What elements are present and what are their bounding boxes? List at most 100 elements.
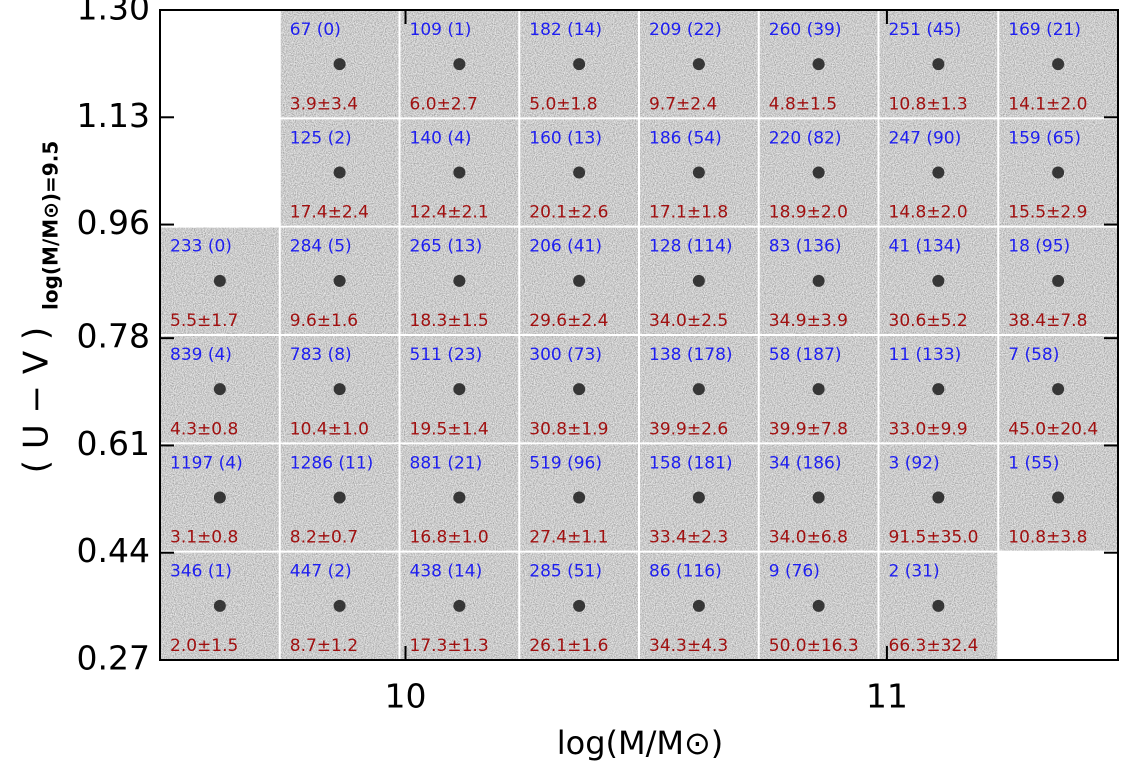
stamp-cell: 209 (22) 9.7±2.4 [639, 10, 759, 119]
count-label: 284 (5) [290, 237, 352, 257]
galaxy-blob [453, 274, 466, 287]
galaxy-blob [812, 274, 825, 287]
stamp-cell: 11 (133) 33.0±9.9 [878, 335, 999, 444]
value-label: 30.6±5.2 [889, 311, 968, 331]
count-label: 519 (96) [529, 453, 602, 473]
count-label: 160 (13) [529, 128, 602, 148]
value-label: 30.8±1.9 [529, 419, 608, 439]
value-label: 2.0±1.5 [170, 636, 238, 656]
count-label: 128 (114) [649, 237, 733, 257]
value-label: 15.5±2.9 [1008, 203, 1087, 223]
stamp-cell: 447 (2) 8.7±1.2 [279, 551, 400, 660]
stamp-cell: 346 (1) 2.0±1.5 [160, 551, 280, 660]
stamp-cell: 159 (65) 15.5±2.9 [998, 118, 1118, 227]
stamp-cell: 18 (95) 38.4±7.8 [998, 226, 1118, 335]
value-label: 12.4±2.1 [410, 203, 489, 223]
y-axis-subscript: log(M/M⊙)=9.5 [39, 141, 63, 310]
count-label: 220 (82) [769, 128, 842, 148]
count-label: 839 (4) [170, 345, 232, 365]
galaxy-blob [1052, 491, 1065, 504]
value-label: 29.6±2.4 [529, 311, 608, 331]
x-tick-label: 10 [385, 677, 427, 716]
y-tick-label: 0.27 [77, 639, 150, 678]
galaxy-blob [213, 274, 226, 287]
count-label: 109 (1) [410, 20, 472, 40]
count-label: 233 (0) [170, 237, 232, 257]
value-label: 9.7±2.4 [649, 94, 717, 114]
count-label: 58 (187) [769, 345, 842, 365]
count-label: 260 (39) [769, 20, 842, 40]
galaxy-blob [333, 58, 346, 71]
value-label: 39.9±2.6 [649, 419, 728, 439]
galaxy-blob [573, 274, 586, 287]
count-label: 285 (51) [529, 562, 602, 582]
galaxy-blob [573, 491, 586, 504]
value-label: 38.4±7.8 [1008, 311, 1087, 331]
stamp-cell: 158 (181) 33.4±2.3 [639, 443, 759, 552]
value-label: 34.3±4.3 [649, 636, 728, 656]
stamp-cell: 58 (187) 39.9±7.8 [758, 335, 879, 444]
value-label: 18.3±1.5 [410, 311, 489, 331]
galaxy-blob [213, 599, 226, 612]
stamp-cell: 86 (116) 34.3±4.3 [639, 551, 759, 660]
galaxy-blob [453, 58, 466, 71]
stamp-cell: 1286 (11) 8.2±0.7 [279, 443, 400, 552]
value-label: 8.7±1.2 [290, 636, 358, 656]
galaxy-blob [453, 166, 466, 179]
x-tick-label: 11 [866, 677, 908, 716]
galaxy-blob [812, 58, 825, 71]
value-label: 14.8±2.0 [889, 203, 968, 223]
value-label: 5.0±1.8 [529, 94, 597, 114]
count-label: 2 (31) [889, 562, 940, 582]
stamp-cell: 233 (0) 5.5±1.7 [160, 226, 280, 335]
stamp-cell: 1197 (4) 3.1±0.8 [160, 443, 280, 552]
value-label: 8.2±0.7 [290, 528, 358, 548]
count-label: 11 (133) [889, 345, 962, 365]
value-label: 20.1±2.6 [529, 203, 608, 223]
value-label: 3.1±0.8 [170, 528, 238, 548]
galaxy-blob [932, 383, 945, 396]
value-label: 26.1±1.6 [529, 636, 608, 656]
galaxy-blob [812, 599, 825, 612]
stamp-cell: 251 (45) 10.8±1.3 [878, 10, 999, 119]
count-label: 186 (54) [649, 128, 722, 148]
stamp-cell: 7 (58) 45.0±20.4 [998, 335, 1118, 444]
stamp-cell: 300 (73) 30.8±1.9 [519, 335, 639, 444]
galaxy-blob [573, 166, 586, 179]
galaxy-blob [213, 491, 226, 504]
value-label: 5.5±1.7 [170, 311, 238, 331]
count-label: 247 (90) [889, 128, 962, 148]
plot-frame [159, 9, 1119, 661]
galaxy-blob [573, 383, 586, 396]
galaxy-blob [213, 383, 226, 396]
count-label: 1 (55) [1008, 453, 1059, 473]
stamp-cell: 3 (92) 91.5±35.0 [878, 443, 999, 552]
count-label: 265 (13) [410, 237, 483, 257]
galaxy-blob [812, 166, 825, 179]
y-tick-label: 0.96 [77, 203, 150, 242]
stamp-cell: 186 (54) 17.1±1.8 [639, 118, 759, 227]
stamp-cell: 160 (13) 20.1±2.6 [519, 118, 639, 227]
stamp-cell: 839 (4) 4.3±0.8 [160, 335, 280, 444]
value-label: 39.9±7.8 [769, 419, 848, 439]
stamp-cell: 169 (21) 14.1±2.0 [998, 10, 1118, 119]
count-label: 511 (23) [410, 345, 483, 365]
galaxy-blob [812, 383, 825, 396]
count-label: 34 (186) [769, 453, 842, 473]
stamp-cell: 265 (13) 18.3±1.5 [399, 226, 520, 335]
x-axis-label: log(M/M⊙) [557, 724, 724, 762]
count-label: 9 (76) [769, 562, 820, 582]
stamp-cell: 128 (114) 34.0±2.5 [639, 226, 759, 335]
value-label: 3.9±3.4 [290, 94, 358, 114]
value-label: 10.8±3.8 [1008, 528, 1087, 548]
count-label: 86 (116) [649, 562, 722, 582]
galaxy-blob [932, 58, 945, 71]
stamp-cell: 247 (90) 14.8±2.0 [878, 118, 999, 227]
count-label: 125 (2) [290, 128, 352, 148]
y-tick-label: 0.44 [77, 531, 150, 570]
stamp-cell: 2 (31) 66.3±32.4 [878, 551, 999, 660]
value-label: 33.0±9.9 [889, 419, 968, 439]
galaxy-blob [692, 166, 705, 179]
galaxy-blob [573, 599, 586, 612]
